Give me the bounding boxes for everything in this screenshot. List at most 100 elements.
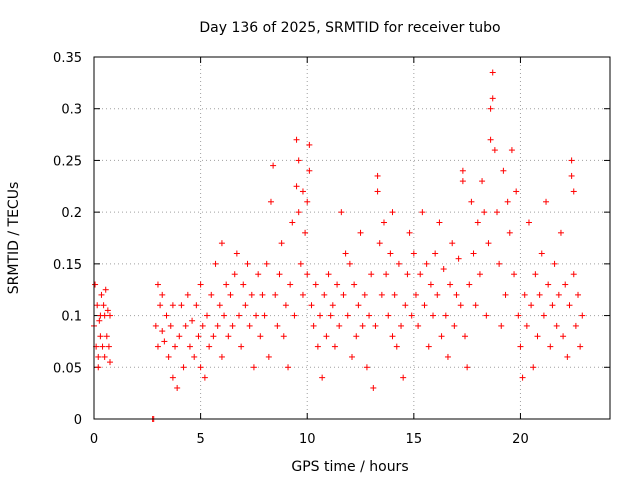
data-point — [163, 312, 170, 319]
data-point — [540, 312, 547, 319]
data-point — [570, 271, 577, 278]
data-point — [508, 147, 515, 154]
data-point — [423, 260, 430, 267]
data-point — [310, 322, 317, 329]
data-point — [214, 322, 221, 329]
data-point — [376, 240, 383, 247]
data-point — [502, 291, 509, 298]
data-point — [184, 291, 191, 298]
data-point — [438, 333, 445, 340]
data-point — [570, 188, 577, 195]
data-point — [464, 364, 471, 371]
data-point — [536, 291, 543, 298]
data-point — [496, 260, 503, 267]
data-point — [575, 291, 582, 298]
data-point — [259, 291, 266, 298]
data-point — [506, 229, 513, 236]
data-point — [235, 312, 242, 319]
data-points — [91, 69, 586, 422]
data-point — [191, 353, 198, 360]
data-point — [468, 198, 475, 205]
data-point — [442, 312, 449, 319]
data-point — [400, 374, 407, 381]
data-point — [406, 229, 413, 236]
data-point — [366, 312, 373, 319]
data-point — [549, 302, 556, 309]
data-point — [579, 312, 586, 319]
data-point — [304, 198, 311, 205]
y-tick-label: 0.15 — [53, 258, 82, 273]
data-point — [240, 281, 247, 288]
data-point — [101, 312, 108, 319]
data-point — [189, 317, 196, 324]
data-point — [530, 364, 537, 371]
data-point — [353, 333, 360, 340]
data-point — [421, 302, 428, 309]
data-point — [95, 353, 102, 360]
data-point — [342, 250, 349, 257]
data-point — [227, 291, 234, 298]
data-point — [302, 229, 309, 236]
data-point — [246, 322, 253, 329]
data-point — [248, 291, 255, 298]
data-point — [233, 250, 240, 257]
data-point — [444, 353, 451, 360]
data-point — [165, 353, 172, 360]
data-point — [453, 291, 460, 298]
data-point — [304, 271, 311, 278]
data-point — [334, 281, 341, 288]
data-point — [250, 364, 257, 371]
data-point — [104, 307, 111, 314]
data-point — [317, 312, 324, 319]
data-point — [306, 167, 313, 174]
data-point — [340, 291, 347, 298]
data-point — [351, 281, 358, 288]
data-point — [383, 271, 390, 278]
data-point — [182, 322, 189, 329]
data-point — [489, 69, 496, 76]
data-point — [545, 281, 552, 288]
data-point — [242, 302, 249, 309]
data-point — [389, 333, 396, 340]
data-point — [361, 291, 368, 298]
data-point — [568, 157, 575, 164]
data-point — [253, 312, 260, 319]
data-point — [278, 240, 285, 247]
data-point — [564, 353, 571, 360]
data-point — [154, 343, 161, 350]
data-point — [270, 162, 277, 169]
data-point — [172, 343, 179, 350]
data-point — [572, 322, 579, 329]
data-point — [577, 343, 584, 350]
data-point — [493, 209, 500, 216]
data-point — [176, 333, 183, 340]
data-point — [263, 260, 270, 267]
data-point — [543, 198, 550, 205]
data-point — [483, 312, 490, 319]
data-point — [436, 219, 443, 226]
y-tick-label: 0.25 — [53, 154, 82, 169]
data-point — [208, 291, 215, 298]
chart-title: Day 136 of 2025, SRMTID for receiver tub… — [199, 20, 500, 36]
data-point — [92, 281, 99, 288]
y-tick-label: 0.1 — [61, 310, 82, 325]
data-point — [204, 312, 211, 319]
data-point — [368, 271, 375, 278]
data-point — [566, 302, 573, 309]
data-point — [447, 281, 454, 288]
data-point — [404, 271, 411, 278]
data-point — [201, 374, 208, 381]
data-point — [408, 312, 415, 319]
data-point — [195, 333, 202, 340]
data-point — [551, 260, 558, 267]
data-point — [395, 260, 402, 267]
data-point — [159, 328, 166, 335]
data-point — [96, 317, 103, 324]
data-point — [212, 260, 219, 267]
data-point — [434, 291, 441, 298]
x-tick-label: 15 — [406, 432, 423, 447]
data-point — [532, 271, 539, 278]
data-point — [174, 384, 181, 391]
data-point — [415, 322, 422, 329]
data-point — [547, 343, 554, 350]
